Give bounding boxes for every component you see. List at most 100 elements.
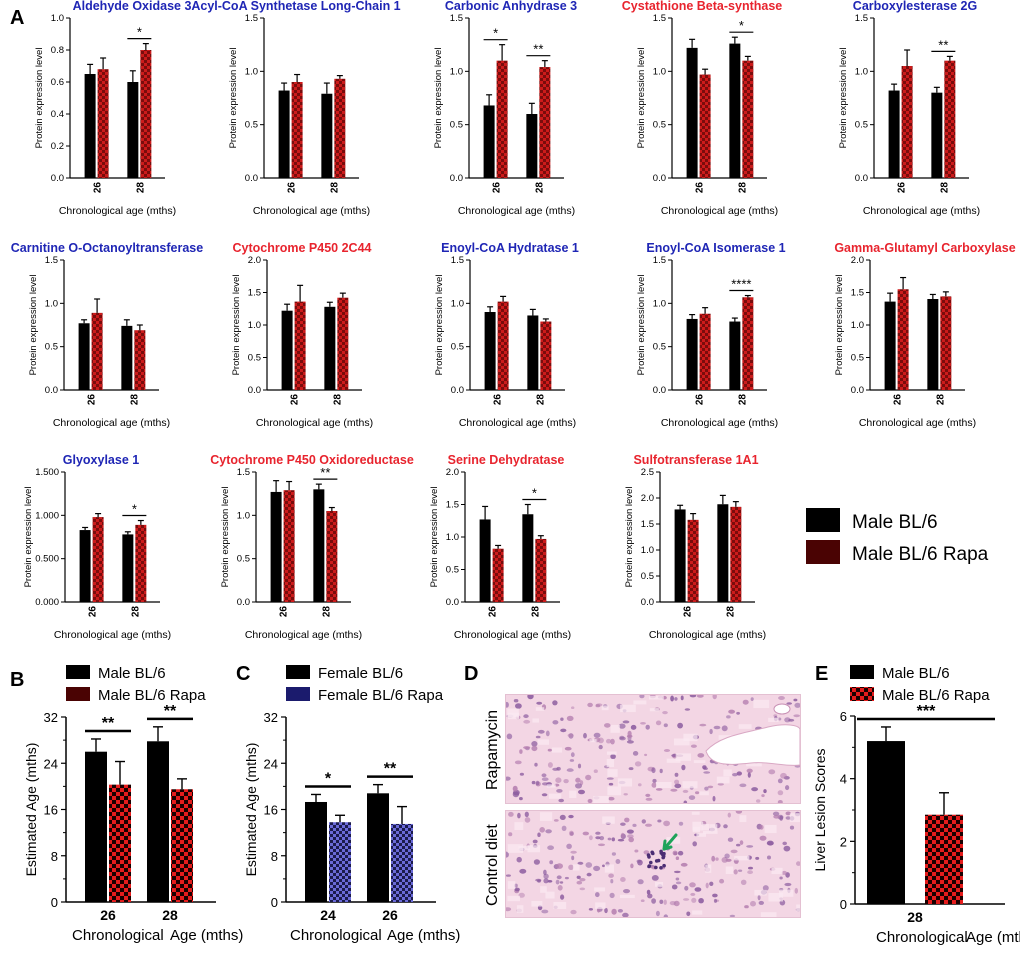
sinusoid — [692, 821, 704, 831]
x-tick-label: 26 — [893, 394, 904, 406]
sinusoid — [768, 893, 783, 902]
cell-nucleus — [593, 769, 598, 773]
x-axis-label-left: Chronological — [72, 927, 164, 944]
y-tick-label: 0.5 — [45, 342, 58, 353]
significance-stars: * — [493, 26, 498, 41]
lymphocyte — [651, 851, 655, 856]
legend-swatch-rapa — [286, 687, 310, 701]
y-tick-label: 0.500 — [35, 554, 59, 565]
cell-nucleus — [545, 829, 552, 834]
chart-9: Enoyl-CoA Isomerase 1 0.0 0.5 1.0 1.5 Protein… — [636, 241, 786, 429]
cell-nucleus — [598, 843, 605, 847]
cell-nucleus — [598, 744, 603, 750]
y-tick-label: 1.0 — [51, 13, 64, 24]
cell-nucleus — [604, 723, 611, 728]
bar-male-rapa — [730, 506, 742, 602]
cell-nucleus — [644, 753, 648, 757]
y-tick-label: 32 — [44, 710, 58, 725]
sinusoid — [516, 905, 524, 913]
sinusoid — [572, 864, 580, 871]
bar-male-rapa — [535, 538, 547, 602]
cell-nucleus — [516, 856, 522, 863]
y-tick-label: 1.0 — [450, 66, 463, 77]
legend-label-control: Male BL/6 — [882, 665, 950, 682]
cell-nucleus — [583, 732, 587, 739]
y-tick-label: 1.0 — [855, 66, 868, 77]
y-tick-label: 1.5 — [451, 255, 464, 266]
cell-nucleus — [677, 722, 683, 729]
y-tick-label: 1.500 — [35, 467, 59, 478]
bar-male — [127, 82, 139, 178]
panel-label-d: D — [464, 663, 478, 685]
cell-nucleus — [662, 711, 668, 715]
cell-nucleus — [793, 698, 798, 702]
significance-stars: **** — [731, 277, 751, 292]
chart-title: Acyl-CoA Synthetase Long-Chain 1 — [191, 0, 400, 13]
cell-nucleus — [593, 732, 601, 738]
cell-nucleus — [768, 769, 776, 775]
cell-nucleus — [628, 837, 634, 843]
y-tick-label: 0.0 — [245, 173, 258, 184]
y-tick-label: 0.5 — [855, 120, 868, 131]
cell-nucleus — [777, 778, 783, 784]
cell-nucleus — [728, 709, 735, 714]
cell-nucleus — [655, 910, 660, 917]
cell-nucleus — [670, 695, 674, 702]
cell-nucleus — [547, 748, 552, 752]
x-tick-label: 26 — [290, 394, 301, 406]
sinusoid — [771, 867, 783, 875]
cell-nucleus — [663, 820, 670, 827]
sinusoid — [739, 815, 747, 823]
cell-nucleus — [577, 861, 584, 865]
bar-male-rapa — [334, 78, 346, 178]
cell-nucleus — [545, 730, 550, 737]
cell-nucleus — [742, 699, 749, 705]
sinusoid — [532, 718, 539, 723]
cell-nucleus — [651, 782, 657, 788]
lymphocyte — [661, 855, 665, 860]
cell-nucleus — [698, 898, 704, 904]
bar-male — [484, 312, 496, 390]
cell-nucleus — [523, 714, 529, 719]
cell-nucleus — [568, 864, 574, 870]
sinusoid — [675, 753, 691, 761]
bar-control — [85, 751, 107, 902]
sinusoid — [725, 866, 734, 874]
cell-nucleus — [537, 729, 545, 734]
significance-stars: ** — [533, 42, 543, 57]
bar-male-rapa — [92, 517, 104, 602]
cell-nucleus — [547, 845, 554, 850]
y-tick-label: 2.5 — [641, 467, 654, 478]
bar-male — [79, 530, 91, 602]
cell-nucleus — [780, 772, 787, 779]
bar-male-rapa — [337, 297, 349, 390]
x-tick-label: 26 — [493, 394, 504, 406]
sinusoid — [655, 882, 664, 887]
cell-nucleus — [712, 893, 718, 898]
cell-nucleus — [689, 695, 697, 698]
cell-nucleus — [712, 795, 716, 802]
cell-nucleus — [519, 797, 523, 801]
bar-male — [931, 92, 943, 178]
cell-nucleus — [557, 885, 563, 891]
cell-nucleus — [560, 894, 565, 900]
y-tick-label: 0.0 — [450, 173, 463, 184]
y-tick-label: 1.5 — [245, 13, 258, 24]
cell-nucleus — [736, 771, 742, 776]
cell-nucleus — [766, 840, 774, 846]
sinusoid — [507, 708, 519, 718]
cell-nucleus — [675, 877, 680, 881]
lymphocyte — [656, 858, 661, 863]
cell-nucleus — [620, 832, 625, 838]
y-tick-label: 0.5 — [446, 565, 459, 576]
chart-title: Enoyl-CoA Hydratase 1 — [441, 241, 579, 255]
significance-stars: * — [325, 770, 332, 787]
cell-nucleus — [680, 695, 684, 701]
sinusoid — [666, 837, 681, 844]
sinusoid — [507, 895, 520, 902]
cell-nucleus — [623, 793, 628, 796]
x-tick-label: 26 — [279, 606, 290, 618]
cell-nucleus — [606, 777, 614, 780]
cell-nucleus — [552, 720, 559, 725]
cell-nucleus — [579, 887, 586, 891]
